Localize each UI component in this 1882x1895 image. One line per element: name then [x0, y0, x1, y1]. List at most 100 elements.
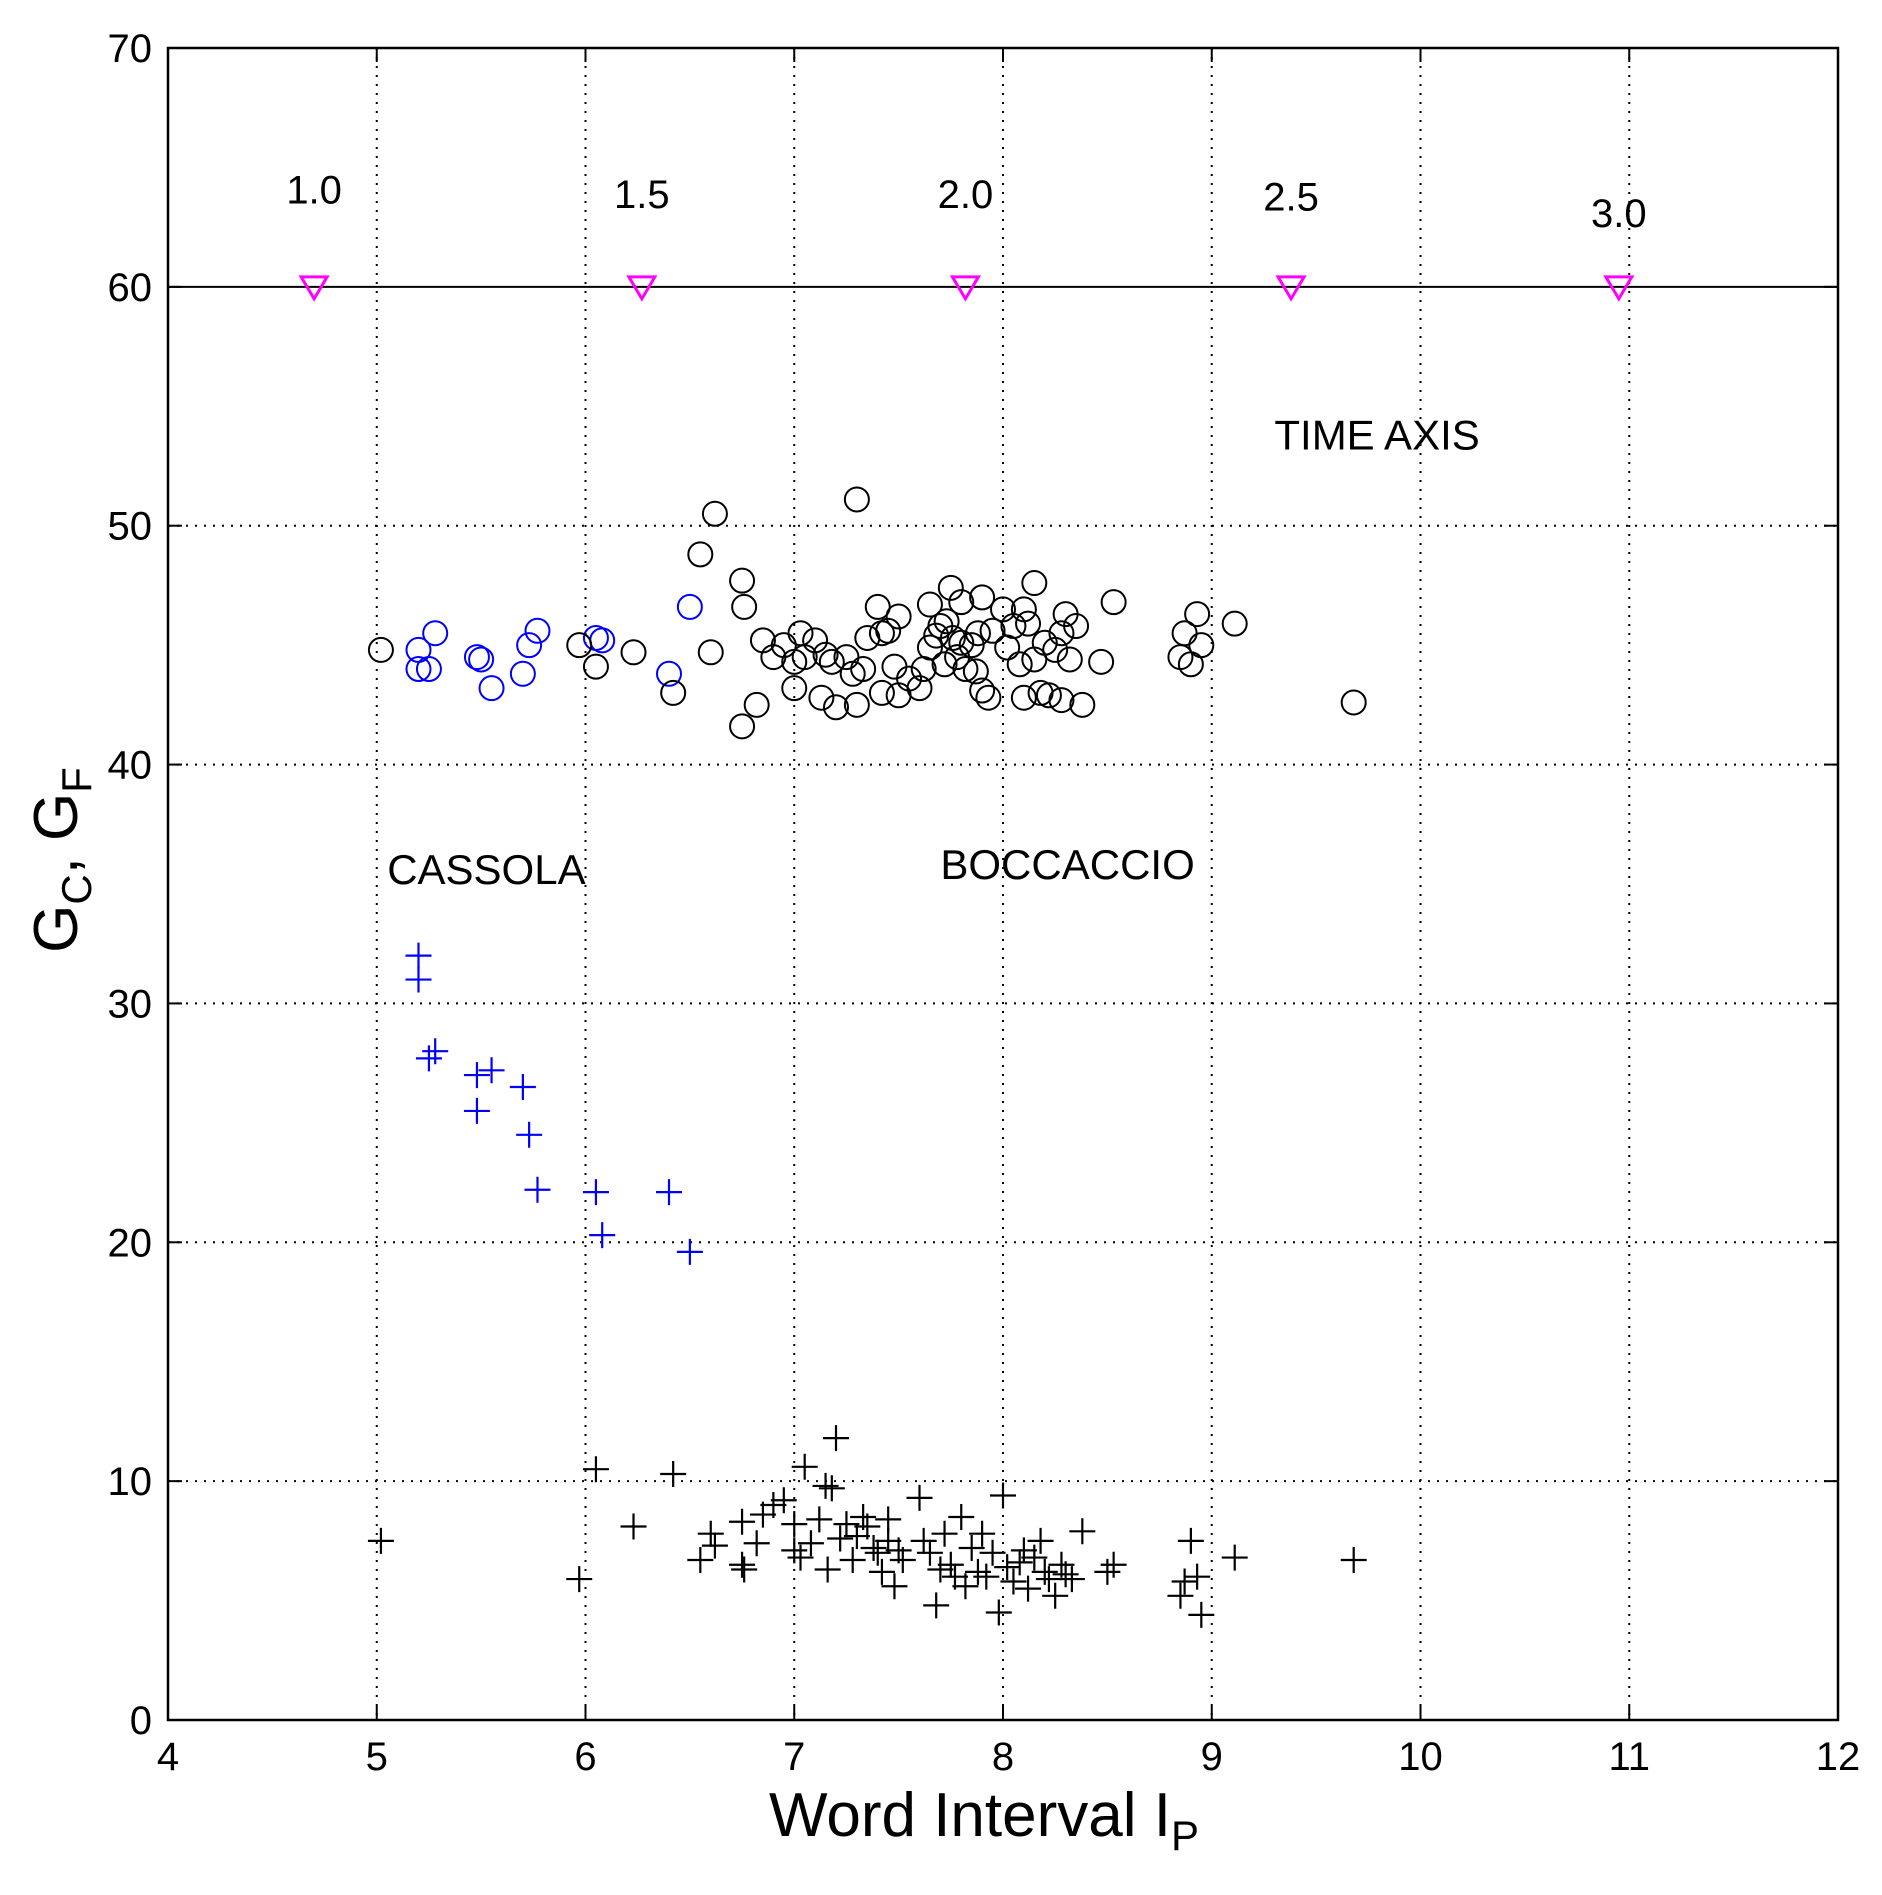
data-point-circle — [964, 620, 991, 647]
data-point-circle — [566, 632, 593, 659]
data-point-circle — [701, 500, 728, 527]
x-tick-label: 5 — [366, 1735, 388, 1779]
data-point-plus — [823, 1425, 849, 1452]
data-point-circle — [620, 639, 647, 666]
data-point-circle — [1015, 610, 1042, 637]
data-point-plus — [854, 1513, 881, 1540]
data-point-plus — [1094, 1558, 1121, 1585]
x-axis-title: Word Interval IP — [769, 1781, 1199, 1859]
data-point-plus — [1177, 1527, 1204, 1554]
data-point-circle — [422, 620, 449, 647]
data-point-plus — [701, 1532, 728, 1559]
time-marker-label: 2.0 — [938, 173, 994, 217]
data-point-circle — [781, 675, 808, 702]
data-point-circle — [1010, 684, 1037, 711]
data-point-plus — [1031, 1558, 1058, 1585]
x-tick-label: 8 — [992, 1735, 1014, 1779]
data-point-circle — [864, 593, 891, 620]
data-point-plus — [839, 1546, 866, 1573]
data-point-plus — [791, 1453, 818, 1480]
data-point-circle — [933, 608, 960, 635]
y-tick-label: 60 — [108, 266, 153, 310]
series-cassola-g-c — [405, 593, 703, 702]
x-axis-title-symbol: I — [1154, 1781, 1171, 1850]
data-point-plus — [524, 1176, 551, 1203]
data-point-circle — [885, 603, 912, 630]
data-point-circle — [697, 639, 724, 666]
y-axis-title: GC,GF — [22, 767, 100, 953]
data-point-plus — [566, 1566, 593, 1593]
axis-ticks: 4 5 6 7 8 9 10 11 12 0 10 20 30 40 50 60 70 — [108, 27, 1861, 1779]
data-point-plus — [1042, 1582, 1069, 1609]
data-point-plus — [994, 1554, 1021, 1581]
time-marker-triangle-icon — [626, 275, 658, 302]
data-point-plus — [620, 1513, 647, 1540]
data-point-circle — [582, 653, 609, 680]
annotations: CASSOLA BOCCACCIO TIME AXIS — [387, 411, 1480, 893]
data-point-circle — [731, 593, 758, 620]
data-point-circle — [367, 636, 394, 663]
data-point-plus — [927, 1556, 954, 1583]
time-marker-label: 3.0 — [1591, 192, 1647, 236]
data-point-plus — [833, 1511, 860, 1538]
data-point-plus — [931, 1520, 958, 1547]
data-point-plus — [910, 1527, 937, 1554]
data-point-circle — [948, 629, 975, 656]
x-tick-label: 11 — [1608, 1735, 1650, 1779]
data-point-plus — [948, 1503, 975, 1530]
data-point-plus — [697, 1520, 724, 1547]
data-point-circle — [802, 627, 829, 654]
data-point-plus — [1006, 1549, 1033, 1576]
data-point-plus — [1100, 1551, 1127, 1578]
data-point-circle — [1048, 687, 1075, 714]
annotation-time-axis: TIME AXIS — [1274, 411, 1479, 458]
data-point-plus — [952, 1573, 979, 1600]
data-point-plus — [478, 1057, 505, 1084]
data-point-circle — [1188, 632, 1215, 659]
data-point-circle — [952, 656, 979, 683]
x-axis-title-subscript: P — [1171, 1812, 1199, 1859]
data-point-circle — [1035, 682, 1062, 709]
data-point-plus — [1340, 1546, 1367, 1573]
data-point-circle — [516, 632, 543, 659]
time-marker-triangle-icon — [1603, 275, 1635, 302]
data-point-plus — [1058, 1566, 1085, 1593]
data-point-circle — [979, 617, 1006, 644]
data-point-plus — [864, 1539, 891, 1566]
data-point-circle — [676, 593, 703, 620]
data-point-plus — [463, 1097, 490, 1124]
y-axis-title-sub-f: F — [53, 767, 100, 793]
y-axis-title-sep: , — [22, 857, 91, 874]
data-point-plus — [937, 1551, 964, 1578]
data-point-circle — [1184, 601, 1211, 628]
data-point-plus — [781, 1511, 808, 1538]
data-point-circle — [415, 656, 442, 683]
x-tick-label: 4 — [157, 1735, 179, 1779]
data-point-plus — [656, 1179, 682, 1206]
data-point-plus — [818, 1475, 845, 1502]
data-point-plus — [916, 1539, 943, 1566]
x-tick-label: 12 — [1816, 1735, 1861, 1779]
time-marker-triangle-icon — [949, 275, 982, 302]
time-marker-triangle-icon — [298, 275, 330, 302]
data-point-plus — [729, 1551, 756, 1578]
data-point-plus — [1188, 1601, 1215, 1628]
data-point-circle — [875, 617, 902, 644]
data-point-plus — [589, 1222, 616, 1249]
time-marker-label: 1.0 — [286, 168, 342, 212]
data-point-plus — [731, 1556, 758, 1583]
data-point-circle — [916, 591, 943, 618]
data-point-plus — [1221, 1544, 1248, 1571]
time-marker-triangle-icon — [1275, 275, 1307, 302]
data-point-plus — [860, 1535, 887, 1562]
data-point-plus — [1015, 1575, 1042, 1602]
data-point-plus — [1167, 1582, 1194, 1609]
data-point-plus — [415, 1045, 442, 1072]
data-point-plus — [1021, 1544, 1048, 1571]
data-point-circle — [843, 486, 870, 513]
y-tick-label: 20 — [108, 1221, 153, 1265]
y-tick-label: 70 — [108, 27, 153, 71]
data-point-circle — [969, 677, 996, 704]
time-axis-markers: 1.0 1.5 2.0 2.5 3.0 — [286, 168, 1647, 302]
